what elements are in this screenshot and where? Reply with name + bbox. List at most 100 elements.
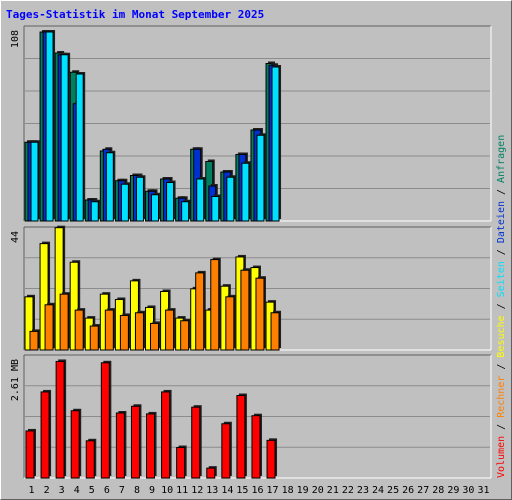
bar-volumen-day-14 [221, 421, 232, 479]
panel-max-label: 2.61 MB [10, 359, 21, 401]
bar-volumen-day-4 [70, 408, 82, 479]
bar-seiten-day-11 [181, 199, 191, 222]
bar-rechner-day-13 [210, 257, 221, 351]
bar-volumen-day-12 [191, 405, 202, 479]
panel-bottom: 2.61 MB [10, 354, 492, 479]
bar-rechner-day-5 [89, 324, 101, 351]
bar-volumen-day-3 [55, 359, 67, 479]
bar-seiten-day-1 [30, 140, 40, 222]
series-rechner [29, 257, 282, 351]
bar-seiten-day-3 [60, 52, 71, 222]
bar-seiten-day-6 [105, 150, 116, 222]
legend-separator: / [496, 243, 507, 261]
bar-seiten-day-12 [196, 177, 206, 222]
bar-rechner-day-16 [255, 276, 266, 351]
bar-rechner-day-12 [195, 270, 206, 351]
bar-volumen-day-9 [146, 411, 157, 479]
legend-item-rechner: Rechner [496, 376, 507, 418]
bar-volumen-day-7 [115, 411, 127, 479]
bar-volumen-day-17 [266, 438, 278, 479]
x-tick-label: 7 [119, 485, 125, 496]
bar-rechner-day-2 [44, 302, 56, 351]
bar-volumen-day-15 [236, 393, 247, 479]
bar-besuche-day-3 [54, 225, 66, 351]
x-tick-label: 9 [149, 485, 155, 496]
bar-rechner-day-4 [74, 308, 86, 351]
bar-besuche-day-4 [69, 260, 81, 351]
x-tick-label: 8 [134, 485, 140, 496]
bar-seiten-day-14 [226, 175, 236, 222]
panel-max-label: 44 [10, 231, 21, 243]
bar-seiten-day-15 [241, 161, 251, 222]
x-tick-label: 2 [44, 485, 50, 496]
x-tick-label: 5 [89, 485, 95, 496]
series-seiten [30, 30, 282, 222]
bar-seiten-day-17 [271, 65, 282, 222]
x-tick-label: 18 [282, 485, 294, 496]
x-tick-label: 24 [372, 485, 384, 496]
bar-rechner-day-10 [165, 308, 176, 351]
legend-item-anfragen: Anfragen [496, 135, 507, 183]
panel-max-label: 108 [10, 30, 21, 48]
series-volumen [25, 359, 278, 479]
bar-volumen-day-10 [161, 389, 172, 479]
x-tick-label: 23 [357, 485, 369, 496]
legend-separator: / [496, 418, 507, 436]
x-tick-label: 1 [29, 485, 35, 496]
x-tick-label: 26 [402, 485, 414, 496]
bar-volumen-day-16 [251, 413, 262, 479]
bar-volumen-day-1 [25, 428, 36, 479]
bar-volumen-day-13 [206, 466, 217, 479]
bar-seiten-day-13 [211, 194, 221, 222]
x-tick-label: 30 [462, 485, 474, 496]
bar-seiten-day-8 [135, 175, 146, 222]
x-axis-day-labels: 1 2 3 4 5 6 7 8 9 10 11 12 13 14 15 16 17 18 19 20 21 22 23 24 2… [29, 485, 490, 496]
bar-volumen-day-6 [100, 360, 112, 479]
x-tick-label: 27 [417, 485, 429, 496]
bar-seiten-day-16 [256, 133, 266, 222]
x-tick-label: 29 [447, 485, 459, 496]
bar-rechner-day-6 [104, 308, 116, 351]
bar-volumen-day-8 [130, 404, 142, 479]
bar-rechner-day-7 [119, 313, 131, 351]
bar-rechner-day-14 [225, 294, 236, 351]
chart-panels: 108 44 2.61 MB [10, 25, 492, 479]
legend-text: Volumen / Rechner / Besuche / Seiten / D… [496, 135, 507, 478]
bar-besuche-day-1 [24, 294, 35, 351]
x-tick-label: 16 [251, 485, 263, 496]
panel-top: 108 [10, 25, 492, 222]
bar-rechner-day-17 [270, 310, 282, 351]
bar-seiten-day-9 [151, 192, 161, 222]
x-tick-label: 12 [191, 485, 203, 496]
x-tick-label: 21 [327, 485, 339, 496]
legend-separator: / [496, 358, 507, 376]
x-tick-label: 20 [312, 485, 324, 496]
chart-title: Tages-Statistik im Monat September 2025 [6, 8, 264, 21]
legend-separator: / [496, 183, 507, 201]
x-tick-label: 25 [387, 485, 399, 496]
bar-volumen-day-2 [40, 389, 52, 479]
x-tick-label: 17 [267, 485, 279, 496]
bar-rechner-day-8 [134, 310, 146, 351]
bar-seiten-day-10 [166, 180, 176, 222]
legend-separator: / [496, 297, 507, 315]
legend-item-dateien: Dateien [496, 201, 507, 243]
bar-volumen-day-5 [85, 438, 97, 479]
x-tick-label: 19 [297, 485, 309, 496]
legend-item-besuche: Besuche [496, 315, 507, 357]
x-tick-label: 31 [477, 485, 489, 496]
bar-rechner-day-9 [150, 321, 161, 351]
chart-legend: Volumen / Rechner / Besuche / Seiten / D… [496, 135, 507, 478]
legend-item-volumen: Volumen [496, 436, 507, 478]
x-tick-label: 3 [59, 485, 65, 496]
x-tick-label: 15 [236, 485, 248, 496]
x-tick-label: 10 [161, 485, 173, 496]
bar-rechner-day-3 [59, 292, 71, 351]
bar-besuche-day-2 [39, 241, 51, 351]
bar-volumen-day-11 [176, 445, 187, 479]
bar-seiten-day-5 [90, 199, 101, 222]
panel-middle: 44 [10, 225, 492, 351]
x-tick-label: 6 [104, 485, 110, 496]
x-tick-label: 14 [221, 485, 233, 496]
